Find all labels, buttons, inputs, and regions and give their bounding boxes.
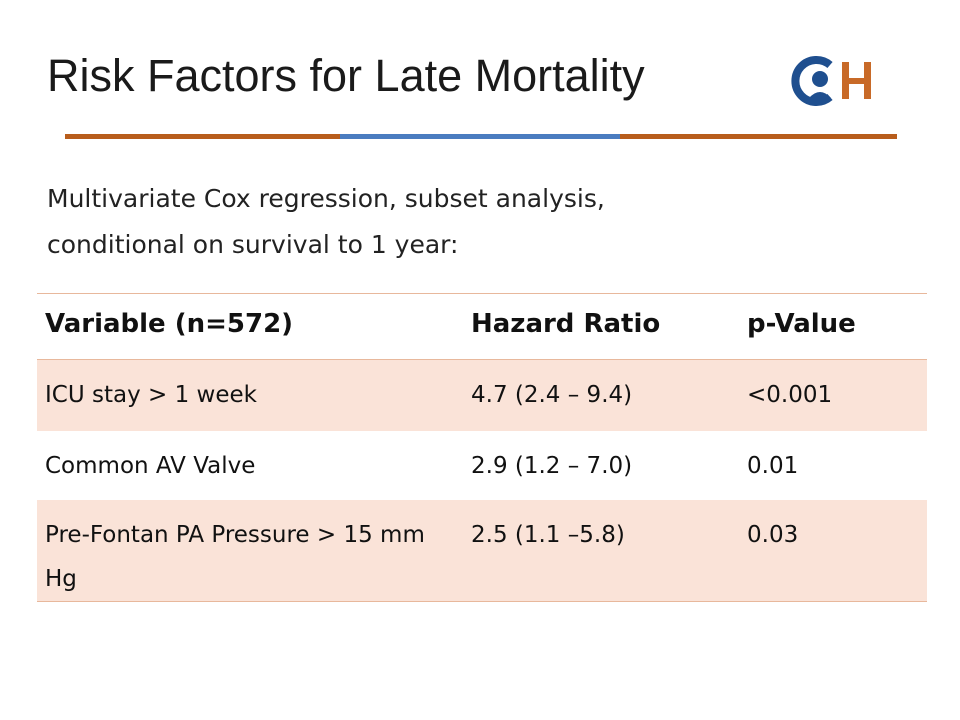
table-row: Common AV Valve 2.9 (1.2 – 7.0) 0.01 — [37, 430, 927, 500]
cell-variable: Pre-Fontan PA Pressure > 15 mm Hg — [45, 521, 425, 592]
logo-h-bar — [842, 78, 871, 84]
subtitle: Multivariate Cox regression, subset anal… — [47, 184, 605, 259]
cell-p-value: 0.03 — [747, 521, 799, 548]
logo-c-arc — [791, 56, 833, 106]
table-row: ICU stay > 1 week 4.7 (2.4 – 9.4) <0.001 — [37, 359, 927, 431]
title-rule-middle — [340, 134, 620, 139]
slide-title: Risk Factors for Late Mortality — [47, 50, 645, 101]
results-table: Variable (n=572) Hazard Ratio p-Value IC… — [37, 293, 927, 602]
logo-head — [812, 71, 828, 87]
cell-variable: ICU stay > 1 week — [45, 382, 257, 408]
title-rule-right — [620, 134, 897, 139]
table-header-row: Variable (n=572) Hazard Ratio p-Value — [37, 293, 927, 360]
logo-shoulders — [809, 92, 831, 98]
header-p-value: p-Value — [747, 309, 856, 339]
cell-p-value: 0.01 — [747, 452, 799, 479]
title-rule-left — [65, 134, 340, 139]
cell-hazard-ratio: 2.5 (1.1 –5.8) — [471, 521, 625, 548]
child-profile-logo-icon — [791, 56, 871, 106]
header-hazard-ratio: Hazard Ratio — [471, 309, 661, 339]
table-row: Pre-Fontan PA Pressure > 15 mm Hg 2.5 (1… — [37, 499, 927, 601]
cell-variable: Common AV Valve — [45, 452, 256, 479]
cell-p-value: <0.001 — [747, 382, 833, 408]
header-variable: Variable (n=572) — [45, 309, 294, 339]
cell-hazard-ratio: 2.9 (1.2 – 7.0) — [471, 452, 633, 479]
cell-hazard-ratio: 4.7 (2.4 – 9.4) — [471, 382, 633, 408]
